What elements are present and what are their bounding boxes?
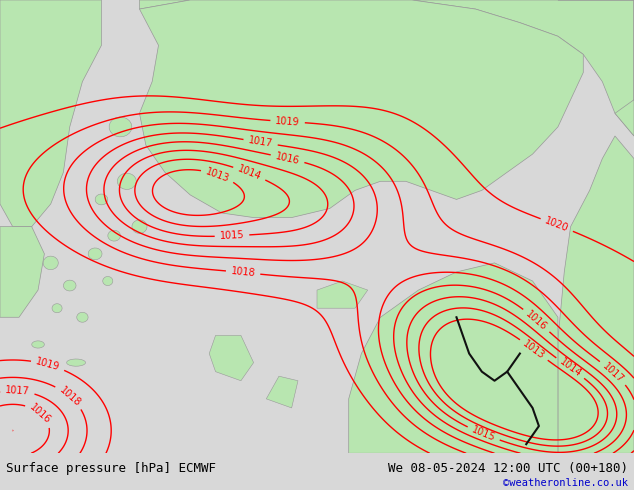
Text: 1017: 1017 — [601, 361, 626, 385]
Text: 1019: 1019 — [35, 357, 61, 373]
Polygon shape — [317, 281, 368, 308]
Polygon shape — [88, 248, 102, 260]
Polygon shape — [209, 335, 254, 381]
Polygon shape — [139, 0, 634, 136]
Text: ©weatheronline.co.uk: ©weatheronline.co.uk — [503, 478, 628, 488]
Text: 1020: 1020 — [543, 216, 570, 234]
Polygon shape — [558, 0, 634, 136]
Text: We 08-05-2024 12:00 UTC (00+180): We 08-05-2024 12:00 UTC (00+180) — [387, 463, 628, 475]
Text: 1016: 1016 — [524, 309, 549, 332]
Text: 1016: 1016 — [28, 402, 53, 425]
Polygon shape — [0, 226, 44, 318]
Text: 1019: 1019 — [275, 116, 300, 127]
Polygon shape — [108, 230, 120, 241]
Text: 1016: 1016 — [275, 151, 301, 166]
Text: 1015: 1015 — [219, 230, 245, 241]
Polygon shape — [139, 0, 583, 218]
Polygon shape — [109, 117, 132, 137]
Polygon shape — [558, 136, 634, 453]
Text: Surface pressure [hPa] ECMWF: Surface pressure [hPa] ECMWF — [6, 463, 216, 475]
Text: 1015: 1015 — [470, 425, 497, 443]
Text: 1018: 1018 — [57, 385, 82, 408]
Text: 1014: 1014 — [236, 164, 262, 182]
Polygon shape — [43, 256, 58, 270]
Polygon shape — [77, 312, 88, 322]
Polygon shape — [132, 220, 147, 233]
Text: 1014: 1014 — [557, 357, 583, 379]
Text: 1018: 1018 — [230, 267, 256, 279]
Polygon shape — [32, 341, 44, 348]
Text: 1013: 1013 — [521, 339, 547, 361]
Polygon shape — [95, 194, 108, 205]
Polygon shape — [67, 359, 86, 366]
Polygon shape — [0, 0, 101, 226]
Polygon shape — [63, 280, 76, 291]
Polygon shape — [52, 304, 62, 313]
Polygon shape — [103, 276, 113, 286]
Text: 1017: 1017 — [248, 135, 273, 149]
Polygon shape — [349, 263, 558, 453]
Text: 1013: 1013 — [205, 166, 231, 184]
Text: 1017: 1017 — [5, 385, 30, 397]
Polygon shape — [266, 376, 298, 408]
Polygon shape — [117, 173, 136, 190]
